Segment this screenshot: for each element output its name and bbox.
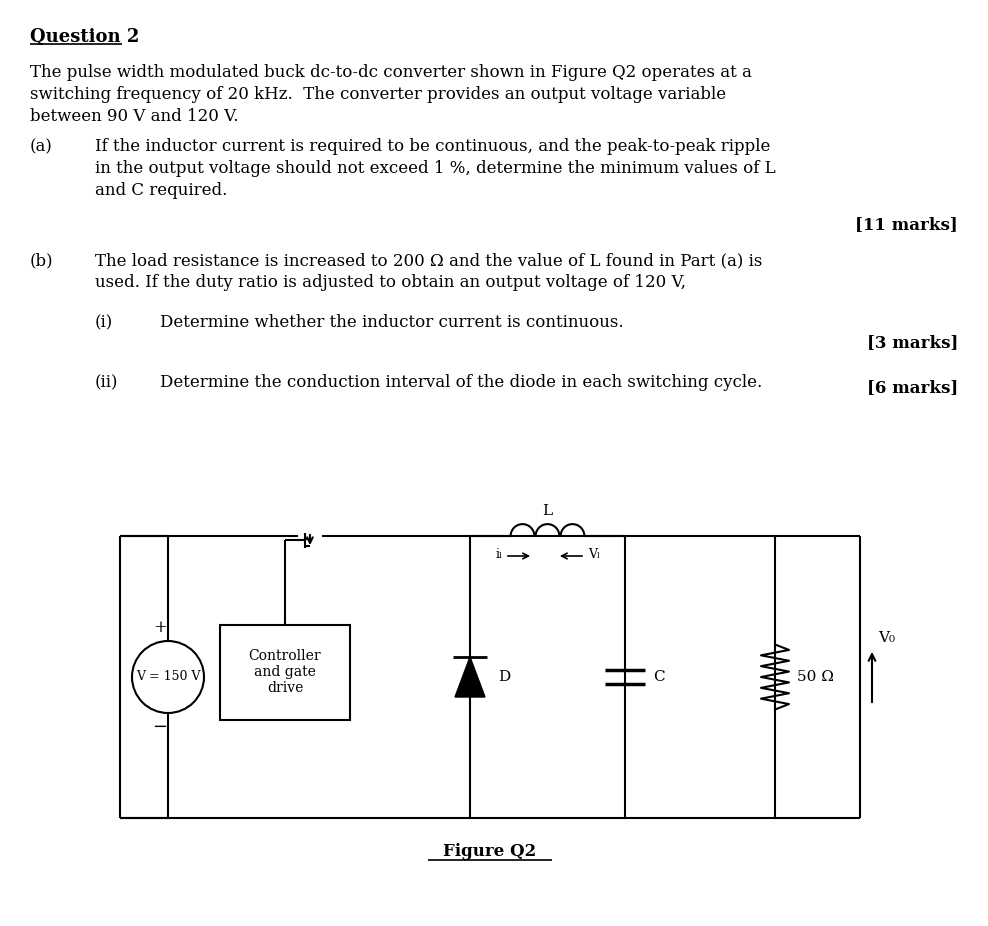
- Text: If the inductor current is required to be continuous, and the peak-to-peak rippl: If the inductor current is required to b…: [95, 138, 771, 155]
- Text: Vₗ: Vₗ: [588, 548, 600, 561]
- Text: Determine the conduction interval of the diode in each switching cycle.: Determine the conduction interval of the…: [160, 374, 763, 391]
- Text: (ii): (ii): [95, 374, 119, 391]
- Text: C: C: [653, 670, 665, 684]
- Text: L: L: [542, 504, 552, 518]
- Text: between 90 V and 120 V.: between 90 V and 120 V.: [30, 108, 238, 125]
- Text: iₗ: iₗ: [496, 548, 503, 561]
- Polygon shape: [455, 657, 485, 697]
- Text: The load resistance is increased to 200 Ω and the value of L found in Part (a) i: The load resistance is increased to 200 …: [95, 252, 763, 269]
- Text: [6 marks]: [6 marks]: [866, 379, 958, 396]
- Text: (b): (b): [30, 252, 53, 269]
- Text: drive: drive: [267, 681, 303, 695]
- Text: Figure Q2: Figure Q2: [444, 843, 536, 860]
- Text: used. If the duty ratio is adjusted to obtain an output voltage of 120 V,: used. If the duty ratio is adjusted to o…: [95, 274, 686, 291]
- Text: switching frequency of 20 kHz.  The converter provides an output voltage variabl: switching frequency of 20 kHz. The conve…: [30, 86, 726, 103]
- Text: [11 marks]: [11 marks]: [856, 216, 958, 233]
- Text: Question 2: Question 2: [30, 28, 139, 46]
- Text: [3 marks]: [3 marks]: [866, 334, 958, 351]
- Text: V₀: V₀: [878, 631, 895, 645]
- Text: and C required.: and C required.: [95, 182, 227, 199]
- Text: 50 Ω: 50 Ω: [797, 670, 834, 684]
- Text: The pulse width modulated buck dc-to-dc converter shown in Figure Q2 operates at: The pulse width modulated buck dc-to-dc …: [30, 64, 752, 81]
- Bar: [220, 624, 350, 720]
- Text: Determine whether the inductor current is continuous.: Determine whether the inductor current i…: [160, 314, 623, 331]
- Text: D: D: [498, 670, 510, 684]
- Text: and gate: and gate: [254, 665, 316, 679]
- Text: +: +: [153, 619, 167, 635]
- Text: in the output voltage should not exceed 1 %, determine the minimum values of L: in the output voltage should not exceed …: [95, 160, 776, 177]
- Text: (a): (a): [30, 138, 53, 155]
- Text: −: −: [152, 718, 168, 736]
- Text: (i): (i): [95, 314, 114, 331]
- Text: Controller: Controller: [249, 649, 321, 663]
- Text: V⁤ = 150 V: V⁤ = 150 V: [135, 670, 201, 683]
